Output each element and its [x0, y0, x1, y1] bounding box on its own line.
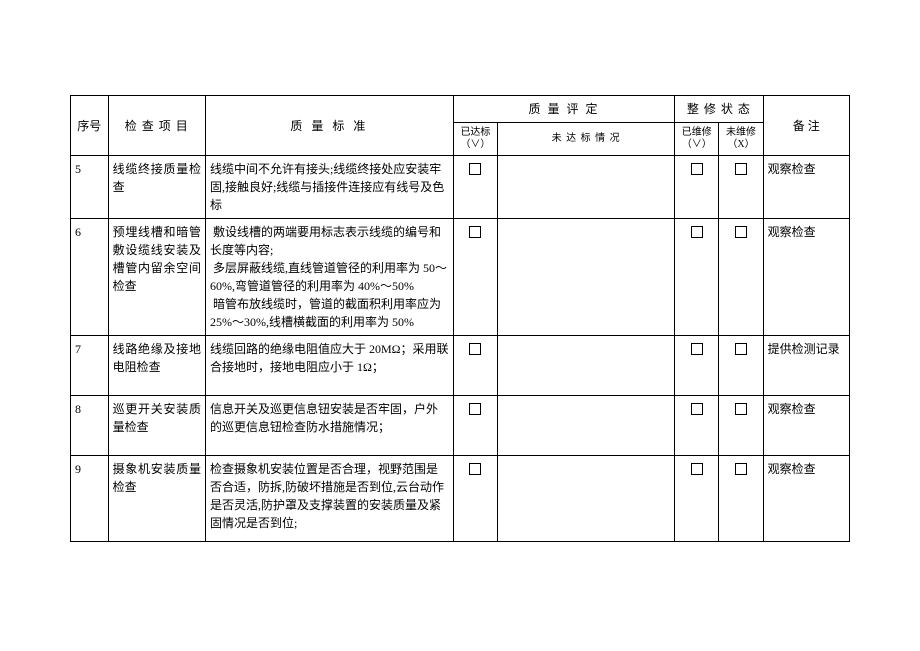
checkbox-icon[interactable]	[691, 463, 703, 475]
cell-repaired	[675, 456, 719, 542]
header-repair-status: 整 修 状 态	[675, 96, 764, 123]
checkbox-icon[interactable]	[735, 463, 747, 475]
cell-reached	[453, 219, 497, 336]
cell-reached	[453, 396, 497, 456]
cell-repaired	[675, 336, 719, 396]
header-standard: 质 量 标 准	[205, 96, 453, 156]
cell-reached	[453, 456, 497, 542]
checkbox-icon[interactable]	[469, 163, 481, 175]
cell-unrepaired	[719, 336, 763, 396]
inspection-table: 序号 检 查 项 目 质 量 标 准 质 量 评 定 整 修 状 态 备 注 已…	[70, 95, 850, 542]
cell-item: 线缆终接质量检查	[108, 156, 205, 219]
cell-seq: 7	[71, 336, 109, 396]
table-row: 5线缆终接质量检查线缆中间不允许有接头;线缆终接处应安装牢固,接触良好;线缆与插…	[71, 156, 850, 219]
table-row: 8巡更开关安装质量检查信息开关及巡更信息钮安装是否牢固，户外的巡更信息钮检查防水…	[71, 396, 850, 456]
cell-standard: 信息开关及巡更信息钮安装是否牢固，户外的巡更信息钮检查防水措施情况；	[205, 396, 453, 456]
reached-mark: （∨）	[460, 139, 490, 150]
cell-note: 提供检测记录	[763, 336, 849, 396]
reached-label: 已达标	[460, 127, 490, 138]
cell-seq: 5	[71, 156, 109, 219]
checkbox-icon[interactable]	[469, 226, 481, 238]
cell-unmet	[498, 336, 675, 396]
page-container: 序号 检 查 项 目 质 量 标 准 质 量 评 定 整 修 状 态 备 注 已…	[0, 0, 920, 651]
cell-standard: 线缆中间不允许有接头;线缆终接处应安装牢固,接触良好;线缆与插接件连接应有线号及…	[205, 156, 453, 219]
checkbox-icon[interactable]	[691, 343, 703, 355]
cell-note: 观察检查	[763, 456, 849, 542]
cell-unrepaired	[719, 396, 763, 456]
cell-unmet	[498, 456, 675, 542]
cell-repaired	[675, 219, 719, 336]
cell-seq: 8	[71, 396, 109, 456]
table-row: 7线路绝缘及接地电阻检查线缆回路的绝缘电阻值应大于 20MΩ；采用联合接地时，接…	[71, 336, 850, 396]
cell-standard: 检查摄象机安装位置是否合理，视野范围是否合适，防拆,防破坏措施是否到位,云台动作…	[205, 456, 453, 542]
header-repaired: 已维修 （∨）	[675, 123, 719, 156]
checkbox-icon[interactable]	[735, 163, 747, 175]
cell-unmet	[498, 396, 675, 456]
table-head: 序号 检 查 项 目 质 量 标 准 质 量 评 定 整 修 状 态 备 注 已…	[71, 96, 850, 156]
repaired-mark: （∨）	[682, 139, 712, 150]
unrepaired-mark: （X）	[727, 139, 754, 150]
checkbox-icon[interactable]	[691, 163, 703, 175]
header-seq: 序号	[71, 96, 109, 156]
cell-note: 观察检查	[763, 156, 849, 219]
checkbox-icon[interactable]	[469, 403, 481, 415]
cell-unmet	[498, 219, 675, 336]
checkbox-icon[interactable]	[691, 403, 703, 415]
checkbox-icon[interactable]	[735, 343, 747, 355]
table-row: 9摄象机安装质量检查检查摄象机安装位置是否合理，视野范围是否合适，防拆,防破坏措…	[71, 456, 850, 542]
cell-seq: 6	[71, 219, 109, 336]
cell-standard: 线缆回路的绝缘电阻值应大于 20MΩ；采用联合接地时，接地电阻应小于 1Ω；	[205, 336, 453, 396]
repaired-label: 已维修	[682, 127, 712, 138]
checkbox-icon[interactable]	[469, 463, 481, 475]
checkbox-icon[interactable]	[469, 343, 481, 355]
cell-item: 预埋线槽和暗管敷设缆线安装及槽管内留余空间检查	[108, 219, 205, 336]
cell-item: 摄象机安装质量检查	[108, 456, 205, 542]
cell-unrepaired	[719, 219, 763, 336]
table-body: 5线缆终接质量检查线缆中间不允许有接头;线缆终接处应安装牢固,接触良好;线缆与插…	[71, 156, 850, 542]
checkbox-icon[interactable]	[735, 403, 747, 415]
header-item: 检 查 项 目	[108, 96, 205, 156]
checkbox-icon[interactable]	[691, 226, 703, 238]
cell-note: 观察检查	[763, 219, 849, 336]
cell-unrepaired	[719, 156, 763, 219]
header-unrepaired: 未维修 （X）	[719, 123, 763, 156]
checkbox-icon[interactable]	[735, 226, 747, 238]
table-row: 6预埋线槽和暗管敷设缆线安装及槽管内留余空间检查 敷设线槽的两端要用标志表示线缆…	[71, 219, 850, 336]
header-row-1: 序号 检 查 项 目 质 量 标 准 质 量 评 定 整 修 状 态 备 注	[71, 96, 850, 123]
cell-item: 线路绝缘及接地电阻检查	[108, 336, 205, 396]
header-remark: 备 注	[763, 96, 849, 156]
cell-item: 巡更开关安装质量检查	[108, 396, 205, 456]
cell-note: 观察检查	[763, 396, 849, 456]
cell-unrepaired	[719, 456, 763, 542]
cell-standard: 敷设线槽的两端要用标志表示线缆的编号和长度等内容; 多层屏蔽线缆,直线管道管径的…	[205, 219, 453, 336]
header-unmet: 未 达 标 情 况	[498, 123, 675, 156]
header-quality-assess: 质 量 评 定	[453, 96, 674, 123]
cell-unmet	[498, 156, 675, 219]
cell-repaired	[675, 156, 719, 219]
unrepaired-label: 未维修	[726, 127, 756, 138]
cell-repaired	[675, 396, 719, 456]
cell-seq: 9	[71, 456, 109, 542]
header-reached: 已达标 （∨）	[453, 123, 497, 156]
cell-reached	[453, 156, 497, 219]
cell-reached	[453, 336, 497, 396]
